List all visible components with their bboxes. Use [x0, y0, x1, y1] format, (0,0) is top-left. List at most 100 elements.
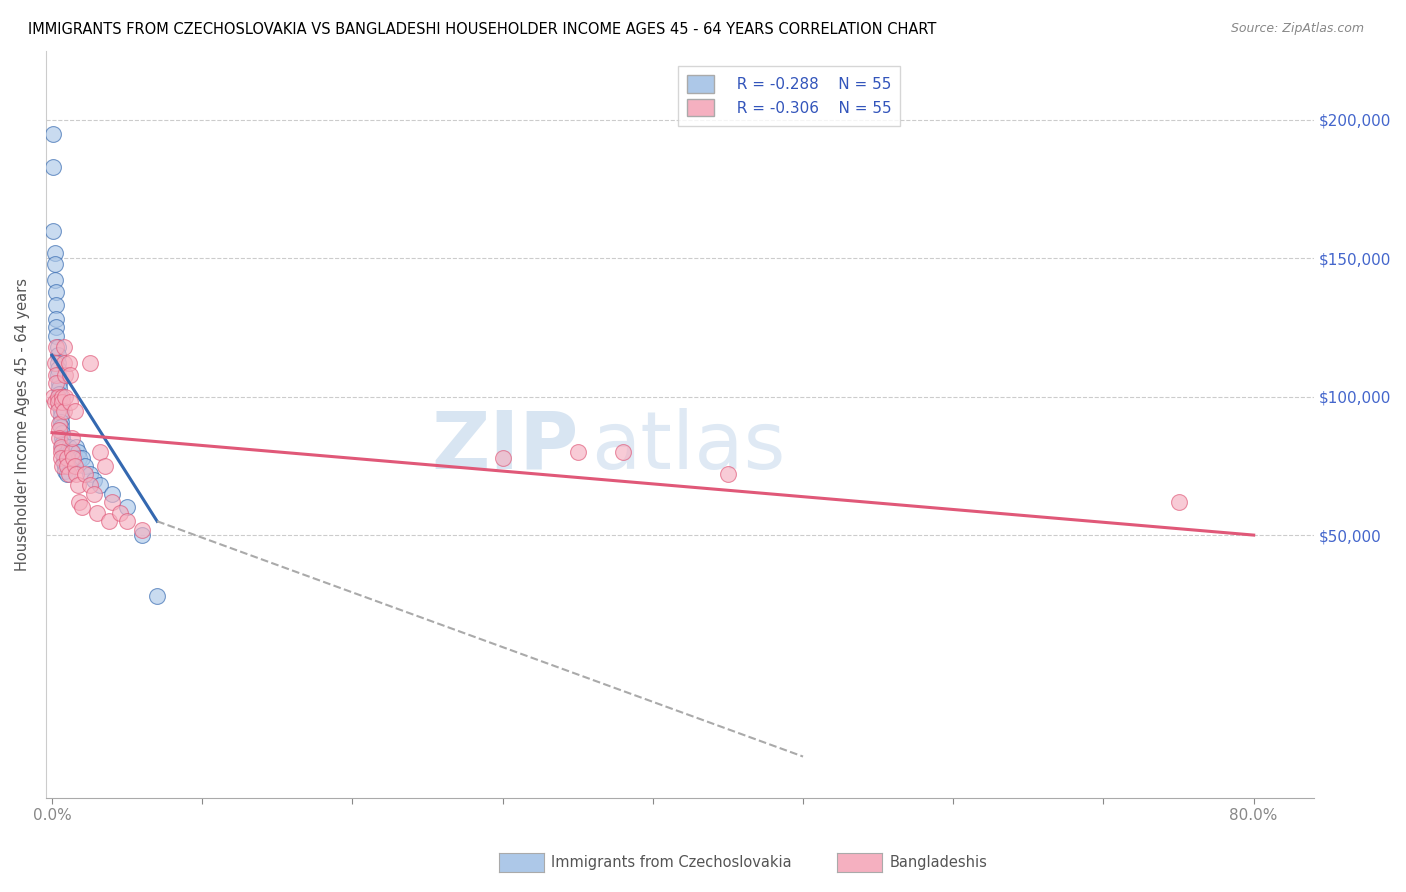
- Point: [60, 431, 83, 445]
- Point: [53, 456, 76, 470]
- Point: [49, 445, 72, 459]
- Point: [55, 458, 77, 473]
- Point: [46, 362, 69, 376]
- Point: [48, 381, 70, 395]
- Point: [53, 448, 76, 462]
- Point: [63, 403, 86, 417]
- Point: [89, 445, 111, 459]
- Point: [46, 390, 69, 404]
- Point: [45, 312, 67, 326]
- Point: [60, 456, 83, 470]
- Point: [49, 415, 72, 429]
- Point: [51, 442, 73, 457]
- Point: [48, 423, 70, 437]
- Point: [567, 445, 589, 459]
- Point: [67, 495, 90, 509]
- Point: [49, 450, 72, 465]
- Point: [49, 409, 72, 423]
- Point: [44, 245, 66, 260]
- Text: Bangladeshis: Bangladeshis: [890, 855, 988, 870]
- Point: [51, 458, 73, 473]
- Point: [42, 224, 65, 238]
- Point: [45, 320, 67, 334]
- Point: [79, 478, 101, 492]
- Point: [46, 368, 69, 382]
- Point: [51, 390, 73, 404]
- Point: [55, 368, 77, 382]
- Point: [59, 445, 82, 459]
- Point: [73, 458, 96, 473]
- Text: atlas: atlas: [591, 408, 786, 486]
- Point: [46, 395, 69, 409]
- Point: [62, 450, 84, 465]
- Point: [51, 436, 73, 450]
- Point: [131, 523, 153, 537]
- Point: [46, 403, 69, 417]
- Point: [73, 467, 96, 482]
- Point: [53, 450, 76, 465]
- Point: [59, 450, 82, 465]
- Point: [1167, 495, 1189, 509]
- Point: [46, 348, 69, 362]
- Point: [67, 450, 90, 465]
- Point: [45, 368, 67, 382]
- Point: [48, 392, 70, 407]
- Point: [45, 285, 67, 299]
- Point: [45, 298, 67, 312]
- Point: [115, 514, 138, 528]
- Point: [53, 356, 76, 370]
- Point: [101, 486, 124, 500]
- Point: [44, 273, 66, 287]
- Point: [63, 458, 86, 473]
- Point: [93, 458, 115, 473]
- Point: [108, 506, 131, 520]
- Point: [58, 467, 80, 482]
- Point: [45, 376, 67, 390]
- Point: [56, 445, 79, 459]
- Point: [56, 450, 79, 465]
- Point: [46, 340, 69, 354]
- Point: [51, 425, 73, 440]
- Point: [66, 445, 89, 459]
- Point: [58, 440, 80, 454]
- Point: [63, 450, 86, 465]
- Point: [46, 356, 69, 370]
- Y-axis label: Householder Income Ages 45 - 64 years: Householder Income Ages 45 - 64 years: [15, 278, 30, 571]
- Point: [58, 450, 80, 465]
- Point: [146, 589, 169, 603]
- Point: [56, 467, 79, 482]
- Legend:   R = -0.288    N = 55,   R = -0.306    N = 55: R = -0.288 N = 55, R = -0.306 N = 55: [678, 66, 900, 126]
- Point: [491, 450, 513, 465]
- Point: [66, 478, 89, 492]
- Point: [59, 368, 82, 382]
- Text: ZIP: ZIP: [432, 408, 578, 486]
- Point: [59, 395, 82, 409]
- Point: [49, 440, 72, 454]
- Point: [42, 390, 65, 404]
- Point: [44, 257, 66, 271]
- Point: [131, 528, 153, 542]
- Point: [49, 403, 72, 417]
- Point: [79, 467, 101, 482]
- Point: [717, 467, 740, 482]
- Point: [55, 390, 77, 404]
- Point: [48, 417, 70, 432]
- Point: [79, 356, 101, 370]
- Point: [48, 398, 70, 412]
- Point: [55, 465, 77, 479]
- Point: [70, 500, 93, 515]
- Point: [115, 500, 138, 515]
- Point: [45, 340, 67, 354]
- Point: [83, 486, 105, 500]
- Point: [83, 473, 105, 487]
- Point: [48, 431, 70, 445]
- Point: [101, 495, 124, 509]
- Point: [48, 387, 70, 401]
- Point: [60, 445, 83, 459]
- Point: [45, 328, 67, 343]
- Point: [86, 506, 108, 520]
- Point: [65, 467, 87, 482]
- Point: [51, 431, 73, 445]
- Point: [51, 395, 73, 409]
- Text: IMMIGRANTS FROM CZECHOSLOVAKIA VS BANGLADESHI HOUSEHOLDER INCOME AGES 45 - 64 YE: IMMIGRANTS FROM CZECHOSLOVAKIA VS BANGLA…: [28, 22, 936, 37]
